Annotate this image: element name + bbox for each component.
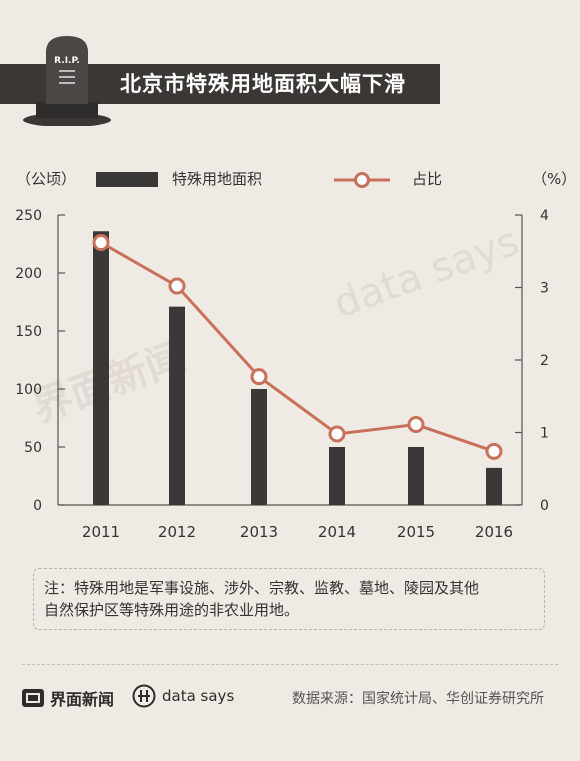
note-line-1: 注：特殊用地是军事设施、涉外、宗教、监教、墓地、陵园及其他 (44, 579, 480, 597)
y-left-tick-label: 100 (15, 382, 42, 398)
ratio-point (328, 425, 346, 443)
note-box: 注：特殊用地是军事设施、涉外、宗教、监教、墓地、陵园及其他 自然保护区等特殊用途… (33, 568, 545, 630)
y-right-tick-label: 1 (540, 426, 549, 442)
bar (486, 467, 502, 505)
ratio-point (250, 368, 268, 386)
y-left-tick-label: 0 (33, 498, 42, 514)
bar (169, 306, 185, 505)
ratio-point (485, 442, 503, 460)
tombstone-text: R.I.P. (54, 56, 80, 66)
bar (251, 389, 267, 505)
bar (408, 447, 424, 505)
y-left-tick-label: 50 (24, 440, 42, 456)
tombstone-icon: R.I.P. (23, 36, 111, 126)
brand-jiemian-text: 界面新闻 (50, 690, 115, 709)
x-tick-label: 2014 (318, 523, 356, 541)
x-tick-label: 2016 (475, 523, 513, 541)
datasays-logo-icon (132, 684, 156, 708)
y-left-tick-label: 250 (15, 208, 42, 224)
y-left-tick-label: 200 (15, 266, 42, 282)
note-line-2: 自然保护区等特殊用途的非农业用地。 (44, 601, 300, 619)
legend-line-label: 占比 (412, 170, 443, 188)
combo-chart: 0 50 100 150 200 250 0 1 2 3 4 2011 2012 2013 2014 2015… (15, 208, 549, 541)
footer-divider (22, 664, 558, 665)
legend-line-swatch (334, 172, 390, 188)
legend-bar-label: 特殊用地面积 (172, 170, 263, 188)
bar (329, 447, 345, 505)
y-left-unit: （公顷） (16, 170, 77, 188)
brand-datasays: data says (132, 684, 234, 708)
brand-datasays-text: data says (162, 687, 235, 705)
data-source: 数据来源：国家统计局、华创证券研究所 (292, 691, 544, 707)
y-right-tick-label: 2 (540, 353, 549, 369)
y-right-tick-label: 3 (540, 281, 549, 297)
ratio-point (92, 234, 110, 252)
ratio-point (168, 277, 186, 295)
page-title: 北京市特殊用地面积大幅下滑 (120, 72, 406, 96)
x-tick-label: 2012 (158, 523, 196, 541)
y-right-unit: （%） (532, 170, 577, 188)
jiemian-logo-icon (22, 689, 44, 707)
ratio-line (100, 241, 495, 453)
y-left-tick-label: 150 (15, 324, 42, 340)
bar (93, 231, 109, 506)
y-right-tick-label: 0 (540, 498, 549, 514)
y-right-tick-label: 4 (540, 208, 549, 224)
x-tick-label: 2011 (82, 523, 120, 541)
x-tick-label: 2013 (240, 523, 278, 541)
x-tick-label: 2015 (397, 523, 435, 541)
brand-jiemian: 界面新闻 (22, 686, 114, 710)
ratio-point (407, 416, 425, 434)
legend-bar-swatch (96, 172, 158, 187)
